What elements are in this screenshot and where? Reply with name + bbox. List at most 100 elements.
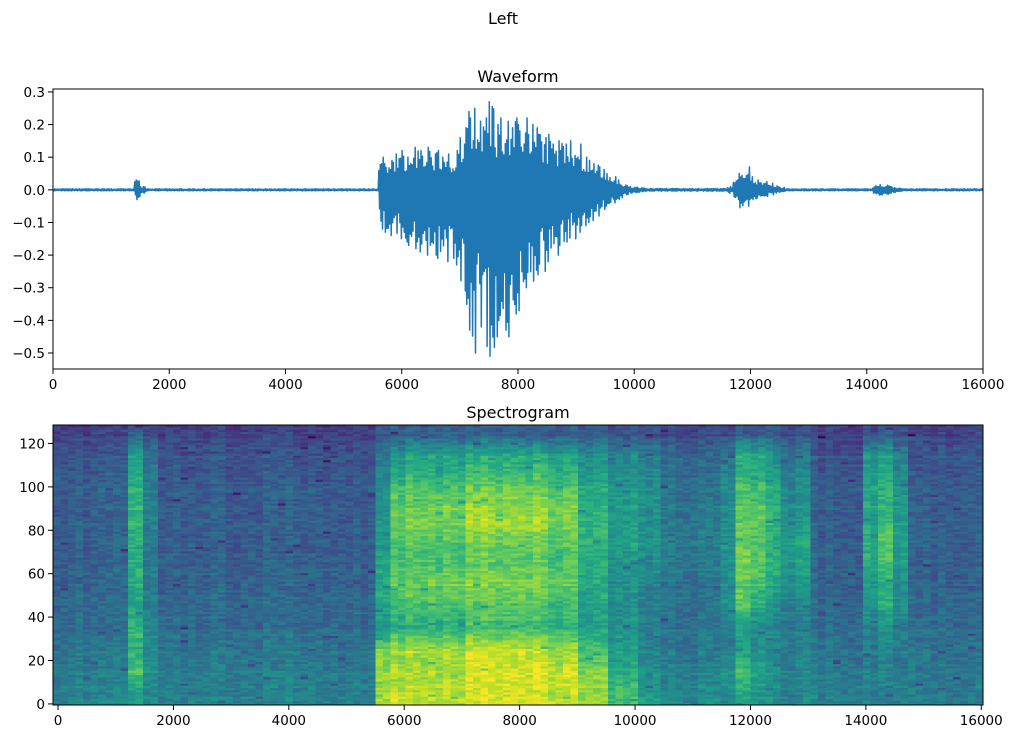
spectrogram-cell bbox=[105, 509, 114, 513]
spectrogram-cell bbox=[83, 537, 91, 541]
spectrogram-cell bbox=[113, 637, 121, 641]
spectrogram-cell bbox=[143, 553, 151, 556]
spectrogram-cell bbox=[90, 611, 99, 615]
spectrogram-cell bbox=[83, 694, 91, 697]
spectrogram-cell bbox=[60, 678, 69, 682]
spectrogram-cell bbox=[143, 691, 151, 695]
spectrogram-cell bbox=[120, 624, 129, 628]
waveform-y-tick-label: 0.1 bbox=[24, 150, 45, 166]
spectrogram-cell bbox=[75, 663, 84, 667]
spectrogram-cell bbox=[68, 518, 76, 521]
spectrogram-cell bbox=[128, 459, 136, 463]
spectrogram-cell bbox=[128, 481, 136, 484]
spectrogram-cell bbox=[143, 579, 151, 582]
spectrogram-cell bbox=[90, 576, 99, 580]
spectrogram-cell bbox=[60, 455, 69, 458]
spectrogram-cell bbox=[68, 674, 76, 678]
spectrogram-cell bbox=[75, 540, 84, 543]
spectrogram-cell bbox=[128, 613, 136, 617]
spectrogram-cell bbox=[83, 481, 91, 484]
spectrogram-cell bbox=[105, 440, 114, 443]
spectrogram-cell bbox=[105, 626, 114, 630]
spectrogram-cell bbox=[105, 559, 114, 563]
spectrogram-cell bbox=[105, 444, 114, 448]
spectrogram-cell bbox=[128, 633, 136, 636]
spectrogram-cell bbox=[83, 633, 91, 636]
spectrogram-cell bbox=[120, 635, 129, 639]
spectrogram-cell bbox=[128, 607, 136, 610]
spectrogram-cell bbox=[53, 670, 61, 673]
spectrogram-cell bbox=[68, 583, 76, 587]
spectrogram-cell bbox=[135, 451, 144, 454]
spectrogram-cell bbox=[105, 429, 114, 432]
spectrogram-cell bbox=[98, 672, 106, 676]
spectrogram-cell bbox=[60, 676, 69, 680]
spectrogram-cell bbox=[113, 544, 121, 547]
spectrogram-cell bbox=[53, 587, 61, 591]
spectrogram-cell bbox=[135, 639, 144, 643]
spectrogram-cell bbox=[60, 561, 69, 565]
spectrogram-cell bbox=[60, 474, 69, 478]
spectrogram-cell bbox=[98, 494, 106, 498]
spectrogram-cell bbox=[135, 540, 144, 543]
spectrogram-cell bbox=[150, 694, 159, 697]
spectrogram-cell bbox=[143, 568, 151, 571]
spectrogram-cell bbox=[128, 648, 136, 652]
spectrogram-cell bbox=[105, 585, 114, 589]
spectrogram-cell bbox=[60, 626, 69, 630]
spectrogram-cell bbox=[53, 440, 61, 443]
spectrogram-cell bbox=[120, 602, 129, 606]
spectrogram-cell bbox=[128, 553, 136, 556]
spectrogram-cell bbox=[120, 607, 129, 610]
spectrogram-cell bbox=[128, 485, 136, 489]
waveform-x-tick-label: 6000 bbox=[385, 377, 419, 393]
spectrogram-cell bbox=[68, 594, 76, 597]
spectrogram-cell bbox=[75, 629, 84, 632]
spectrogram-cell bbox=[75, 694, 84, 697]
spectrogram-cell bbox=[150, 635, 159, 639]
spectrogram-cell bbox=[135, 527, 144, 530]
spectrogram-cell bbox=[105, 459, 114, 463]
spectrogram-cell bbox=[135, 650, 144, 654]
spectrogram-cell bbox=[83, 483, 91, 487]
spectrogram-cell bbox=[150, 650, 159, 654]
spectrogram-cell bbox=[143, 438, 151, 441]
spectrogram-cell bbox=[60, 503, 69, 506]
spectrogram-cell bbox=[128, 696, 136, 699]
spectrogram-cell bbox=[120, 435, 129, 439]
spectrogram-cell bbox=[90, 427, 99, 430]
waveform-x-tick-label: 16000 bbox=[962, 377, 1005, 393]
spectrogram-cell bbox=[98, 537, 106, 541]
spectrogram-cell bbox=[135, 457, 144, 461]
spectrogram-cell bbox=[90, 505, 99, 508]
spectrogram-cell bbox=[60, 618, 69, 621]
spectrogram-cell bbox=[53, 570, 61, 573]
spectrogram-cell bbox=[60, 683, 69, 686]
spectrogram-cell bbox=[75, 600, 84, 604]
spectrogram-cell bbox=[150, 652, 159, 656]
spectrogram-cell bbox=[105, 691, 114, 695]
spectrogram-cell bbox=[150, 574, 159, 578]
spectrogram-cell bbox=[83, 596, 91, 600]
spectrogram-cell bbox=[105, 451, 114, 454]
spectrogram-cell bbox=[68, 678, 76, 682]
spectrogram-cell bbox=[75, 459, 84, 463]
spectrogram-cell bbox=[105, 550, 114, 554]
spectrogram-cell bbox=[83, 516, 91, 519]
spectrogram-cell bbox=[105, 594, 114, 597]
spectrogram-cell bbox=[105, 442, 114, 445]
spectrogram-cell bbox=[90, 540, 99, 543]
spectrogram-cell bbox=[53, 563, 61, 567]
spectrogram-cell bbox=[120, 431, 129, 435]
spectrogram-cell bbox=[143, 631, 151, 634]
waveform-y-tick-label: −0.4 bbox=[12, 313, 45, 329]
spectrogram-cell bbox=[75, 509, 84, 513]
spectrogram-cell bbox=[98, 642, 106, 645]
spectrogram-cell bbox=[68, 635, 76, 639]
spectrogram-cell bbox=[113, 635, 121, 639]
spectrogram-cell bbox=[83, 531, 91, 534]
spectrogram-cell bbox=[143, 681, 151, 684]
spectrogram-cell bbox=[68, 616, 76, 619]
spectrogram-cell bbox=[68, 498, 76, 502]
spectrogram-cell bbox=[75, 665, 84, 669]
